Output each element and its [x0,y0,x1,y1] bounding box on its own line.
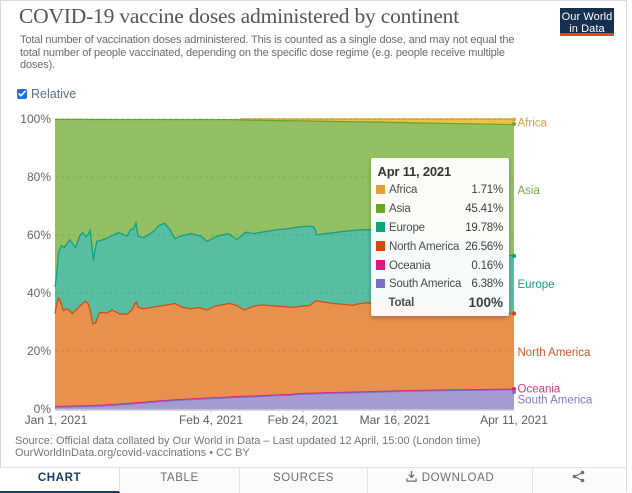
svg-text:100%: 100% [20,112,51,126]
svg-text:Feb 4, 2021: Feb 4, 2021 [179,413,243,427]
svg-text:60%: 60% [27,228,51,242]
svg-text:Africa: Africa [518,118,548,130]
svg-text:0%: 0% [34,402,52,416]
svg-text:North America: North America [518,347,591,359]
svg-text:80%: 80% [27,170,51,184]
svg-text:South America: South America [518,395,593,407]
svg-text:Asia: Asia [518,185,541,197]
svg-text:Feb 24, 2021: Feb 24, 2021 [268,413,339,427]
svg-text:Jan 1, 2021: Jan 1, 2021 [25,413,88,427]
svg-text:Europe: Europe [518,279,555,291]
svg-text:20%: 20% [27,344,51,358]
svg-text:Mar 16, 2021: Mar 16, 2021 [360,413,431,427]
svg-text:Oceania: Oceania [518,384,561,396]
svg-text:40%: 40% [27,286,51,300]
svg-text:Apr 11, 2021: Apr 11, 2021 [480,413,548,427]
